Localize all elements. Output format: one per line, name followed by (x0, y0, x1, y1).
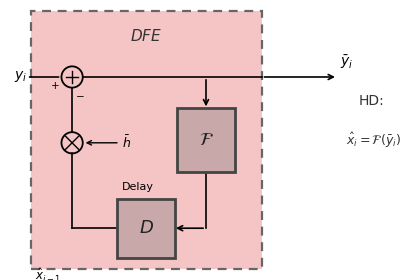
Text: $\bar{y}_i$: $\bar{y}_i$ (340, 53, 353, 71)
Text: $-$: $-$ (75, 90, 85, 101)
Text: $y_i$: $y_i$ (14, 69, 27, 85)
Bar (31, 11, 262, 269)
Text: HD:: HD: (358, 94, 384, 108)
FancyBboxPatch shape (177, 108, 235, 172)
Text: $D$: $D$ (139, 219, 154, 237)
Text: $\hat{x}_{i-1}$: $\hat{x}_{i-1}$ (35, 267, 61, 280)
Text: $\hat{x}_i = \mathcal{F}(\bar{y}_i)$: $\hat{x}_i = \mathcal{F}(\bar{y}_i)$ (346, 130, 401, 150)
Text: $\mathcal{F}$: $\mathcal{F}$ (199, 131, 213, 149)
Text: $\bar{h}$: $\bar{h}$ (122, 135, 131, 151)
Text: Delay: Delay (122, 182, 154, 192)
Text: $\mathit{DFE}$: $\mathit{DFE}$ (130, 28, 162, 44)
FancyBboxPatch shape (117, 199, 175, 258)
Text: $+$: $+$ (50, 80, 59, 91)
